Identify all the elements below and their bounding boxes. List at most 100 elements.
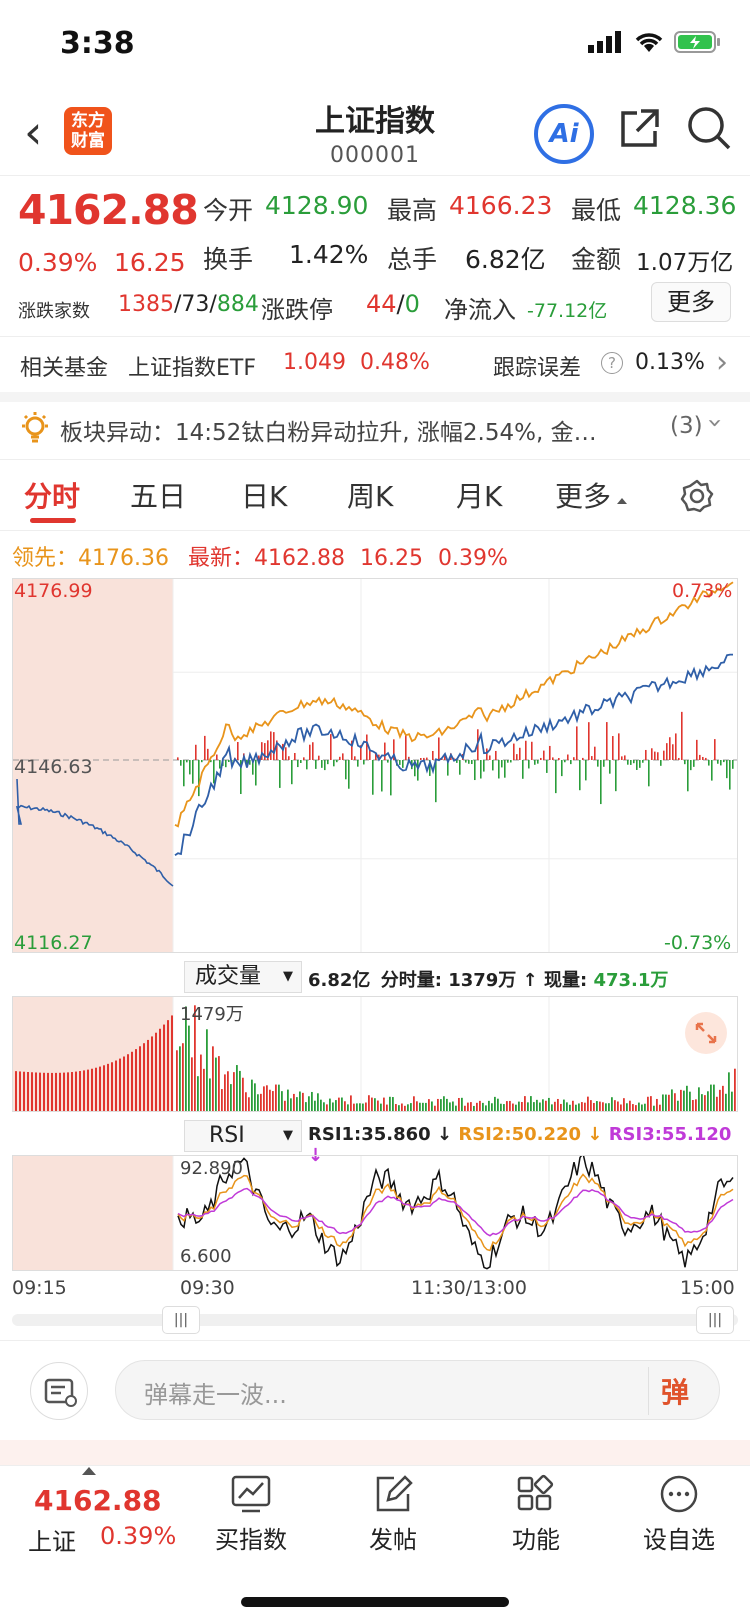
danmu-send-button[interactable]: 弹 [661, 1376, 690, 1409]
pre-open-volume-bar [67, 1072, 69, 1111]
danmu-settings-icon [44, 1378, 77, 1407]
settings-gear-icon[interactable] [679, 478, 715, 514]
intraday-volume-bar [402, 760, 404, 768]
intraday-volume-bar [237, 741, 239, 760]
volume-bar [233, 1072, 235, 1111]
intraday-volume-bar [651, 748, 653, 760]
volume-bar [206, 1029, 208, 1111]
indicator-selector[interactable]: RSI ▼ [184, 1120, 302, 1152]
intraday-volume-bar [498, 760, 500, 779]
intraday-volume-bar [291, 760, 293, 785]
back-button[interactable]: ‹ [24, 105, 43, 159]
pre-open-volume-bar [163, 1024, 165, 1111]
range-handle-right[interactable]: ||| [696, 1306, 734, 1334]
volume-bar [569, 1104, 571, 1111]
volume-bar [497, 1098, 499, 1111]
intraday-volume-bar [483, 760, 485, 772]
tab-intraday[interactable]: 分时 [24, 480, 81, 513]
intraday-chart-svg [13, 579, 737, 952]
volume-bar [308, 1096, 310, 1111]
buy-index-label: 买指数 [215, 1526, 287, 1554]
volume-bar [290, 1098, 292, 1111]
intraday-volume-bar [618, 733, 620, 760]
alert-row[interactable] [0, 402, 750, 460]
volume-bar [635, 1105, 637, 1111]
alert-text: 板块异动：14:52钛白粉异动拉升, 涨幅2.54%, 金… [60, 420, 597, 446]
fund-name[interactable]: 上证指数ETF [128, 356, 256, 381]
intraday-volume-bar [648, 760, 650, 787]
volume-bar [617, 1101, 619, 1111]
tab-weekly-k[interactable]: 周K [347, 480, 394, 513]
netflow-value: -77.12亿 [527, 300, 608, 322]
volume-bar [350, 1095, 352, 1111]
danmu-settings-button[interactable] [30, 1362, 88, 1420]
intraday-volume-bar [528, 760, 530, 769]
tab-5day[interactable]: 五日 [130, 480, 187, 513]
ai-button[interactable]: Ai [534, 104, 594, 164]
intraday-volume-bar [273, 732, 275, 760]
intraday-volume-bar [723, 760, 725, 763]
intraday-volume-bar [594, 746, 596, 760]
help-icon[interactable]: ? [601, 352, 623, 374]
search-icon[interactable] [686, 105, 732, 151]
more-quote-button[interactable]: 更多 [651, 282, 731, 322]
intraday-volume-bar [696, 739, 698, 760]
volume-bar [584, 1102, 586, 1111]
volume-total: 6.82亿 [308, 970, 371, 991]
tab-monthly-k[interactable]: 月K [456, 480, 503, 513]
volume-bar [392, 1097, 394, 1111]
volume-bar [545, 1100, 547, 1111]
volume-bar [299, 1091, 301, 1111]
pre-open-volume-bar [31, 1072, 33, 1111]
intraday-volume-bar [417, 760, 419, 781]
volume-bar [365, 1102, 367, 1111]
range-handle-left[interactable]: ||| [162, 1306, 200, 1334]
intraday-volume-bar [204, 735, 206, 760]
volume-bar [710, 1084, 712, 1111]
add-watchlist-button[interactable]: 设自选 [624, 1474, 734, 1555]
danmu-input[interactable]: 弹幕走一波... 弹 [115, 1360, 720, 1420]
intraday-volume-bar [489, 755, 491, 760]
tab-more[interactable]: 更多 [555, 480, 612, 513]
intraday-volume-bar [504, 760, 506, 778]
tab-daily-k[interactable]: 日K [241, 480, 288, 513]
volume-bar [563, 1099, 565, 1111]
collapse-caret-icon[interactable] [82, 1467, 96, 1475]
divider [0, 1340, 750, 1341]
intraday-volume-bar [522, 760, 524, 779]
volume-chart[interactable] [12, 996, 738, 1112]
buy-index-button[interactable]: 买指数 [196, 1474, 306, 1555]
now-value: 473.1万 [593, 970, 669, 991]
range-scroller-track[interactable] [12, 1314, 738, 1326]
volume-bar [221, 1089, 223, 1111]
intraday-volume-bar [282, 743, 284, 760]
pre-open-volume-bar [55, 1072, 57, 1111]
chevron-right-icon[interactable]: › [716, 345, 728, 380]
expand-button[interactable] [685, 1012, 727, 1054]
volume-bar [458, 1097, 460, 1111]
y-mid-label: 4146.63 [14, 756, 93, 778]
volume-bar [566, 1102, 568, 1111]
functions-button[interactable]: 功能 [481, 1474, 591, 1555]
intraday-chart[interactable] [12, 578, 738, 953]
rsi-chart[interactable] [12, 1151, 738, 1271]
latest-change: 16.25 [360, 546, 423, 571]
share-icon[interactable] [617, 107, 661, 151]
chevron-down-icon[interactable]: › [700, 417, 731, 429]
intraday-volume-bar [699, 754, 701, 760]
post-button[interactable]: 发帖 [338, 1474, 448, 1555]
volume-selector[interactable]: 成交量 ▼ [184, 961, 302, 993]
limit-down: 0 [404, 290, 420, 318]
divider [0, 530, 750, 531]
fund-pct: 0.48% [360, 350, 430, 375]
volume-bar [227, 1071, 229, 1111]
pre-open-volume-bar [143, 1043, 145, 1111]
intraday-volume-bar [285, 747, 287, 760]
volume-bar [641, 1104, 643, 1111]
bottom-name: 上证 [28, 1528, 76, 1556]
volume-bar [269, 1089, 271, 1111]
volume-bar [716, 1096, 718, 1111]
intraday-volume-bar [681, 711, 683, 760]
volume-bar [362, 1103, 364, 1111]
pre-open-shade [13, 1156, 173, 1270]
